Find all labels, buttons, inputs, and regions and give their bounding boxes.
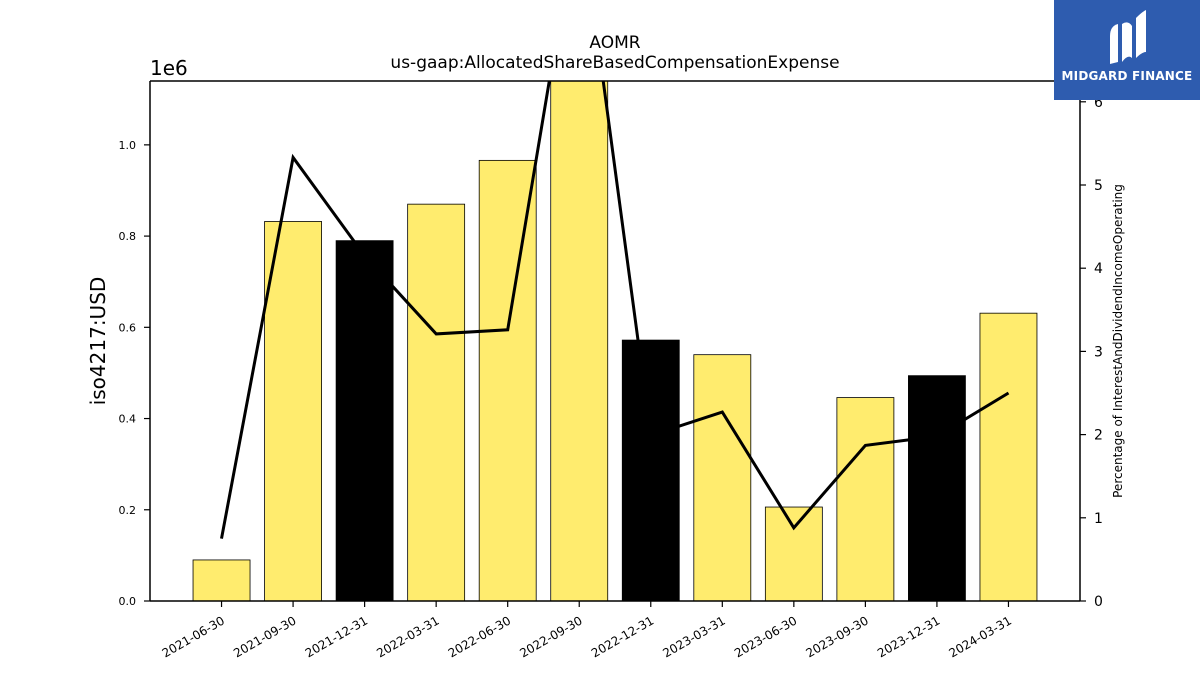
bar-2021-09-30 <box>264 221 322 601</box>
y-tick-label: 0.4 <box>119 413 137 426</box>
y2-tick-label: 5 <box>1094 178 1103 194</box>
chart-subtitle: us-gaap:AllocatedShareBasedCompensationE… <box>390 53 839 73</box>
bar-2022-09-30 <box>550 81 609 601</box>
brand-logo: MIDGARD FINANCE <box>1054 0 1200 100</box>
logo-mark-icon <box>1110 10 1146 64</box>
bar-2022-06-30 <box>478 159 537 601</box>
x-tick-label: 2023-06-30 <box>732 613 799 660</box>
x-tick-label: 2021-12-31 <box>303 613 370 660</box>
bar-2024-03-31 <box>979 312 1038 601</box>
bar-2023-09-30 <box>836 397 895 601</box>
y2-tick-label: 1 <box>1094 511 1103 527</box>
y2-tick-label: 6 <box>1094 95 1103 111</box>
y-tick-label: 0.8 <box>119 230 137 243</box>
line-group <box>220 81 1010 539</box>
line-series <box>220 81 1010 539</box>
chart-title: AOMR <box>589 33 640 53</box>
y-tick-label: 0.6 <box>119 321 137 334</box>
y-axis-label: iso4217:USD <box>86 277 110 406</box>
x-tick-label: 2022-03-31 <box>374 613 441 660</box>
y2-axis-label: Percentage of InterestAndDividendIncomeO… <box>1111 184 1125 498</box>
x-tick-label: 2022-09-30 <box>517 613 584 660</box>
bar-2023-12-31 <box>908 375 966 601</box>
y-tick-label: 1.0 <box>119 139 137 152</box>
x-tick-label: 2022-12-31 <box>589 613 656 660</box>
x-tick-label: 2021-06-30 <box>160 613 227 660</box>
y2-tick-label: 0 <box>1094 594 1103 610</box>
y-tick-label: 0.0 <box>119 595 137 608</box>
y2-tick-label: 2 <box>1094 428 1103 444</box>
bar-2021-06-30 <box>192 559 251 601</box>
y-offset-text: 1e6 <box>150 56 188 80</box>
x-tick-label: 2024-03-31 <box>947 613 1014 660</box>
bar-2023-03-31 <box>693 354 752 601</box>
bar-2023-06-30 <box>764 506 823 601</box>
x-tick-label: 2023-03-31 <box>660 613 727 660</box>
x-tick-label: 2023-12-31 <box>875 613 942 660</box>
x-tick-label: 2022-06-30 <box>446 613 513 660</box>
bar-2022-03-31 <box>407 203 466 601</box>
y2-tick-label: 4 <box>1094 261 1103 277</box>
bar-2022-12-31 <box>621 339 680 601</box>
bars-group <box>192 81 1038 601</box>
y2-tick-label: 3 <box>1094 344 1103 360</box>
bar-2021-12-31 <box>335 240 394 601</box>
x-tick-label: 2021-09-30 <box>231 613 298 660</box>
logo-text: MIDGARD FINANCE <box>1061 69 1193 83</box>
y-tick-label: 0.2 <box>119 504 137 517</box>
x-tick-label: 2023-09-30 <box>803 613 870 660</box>
